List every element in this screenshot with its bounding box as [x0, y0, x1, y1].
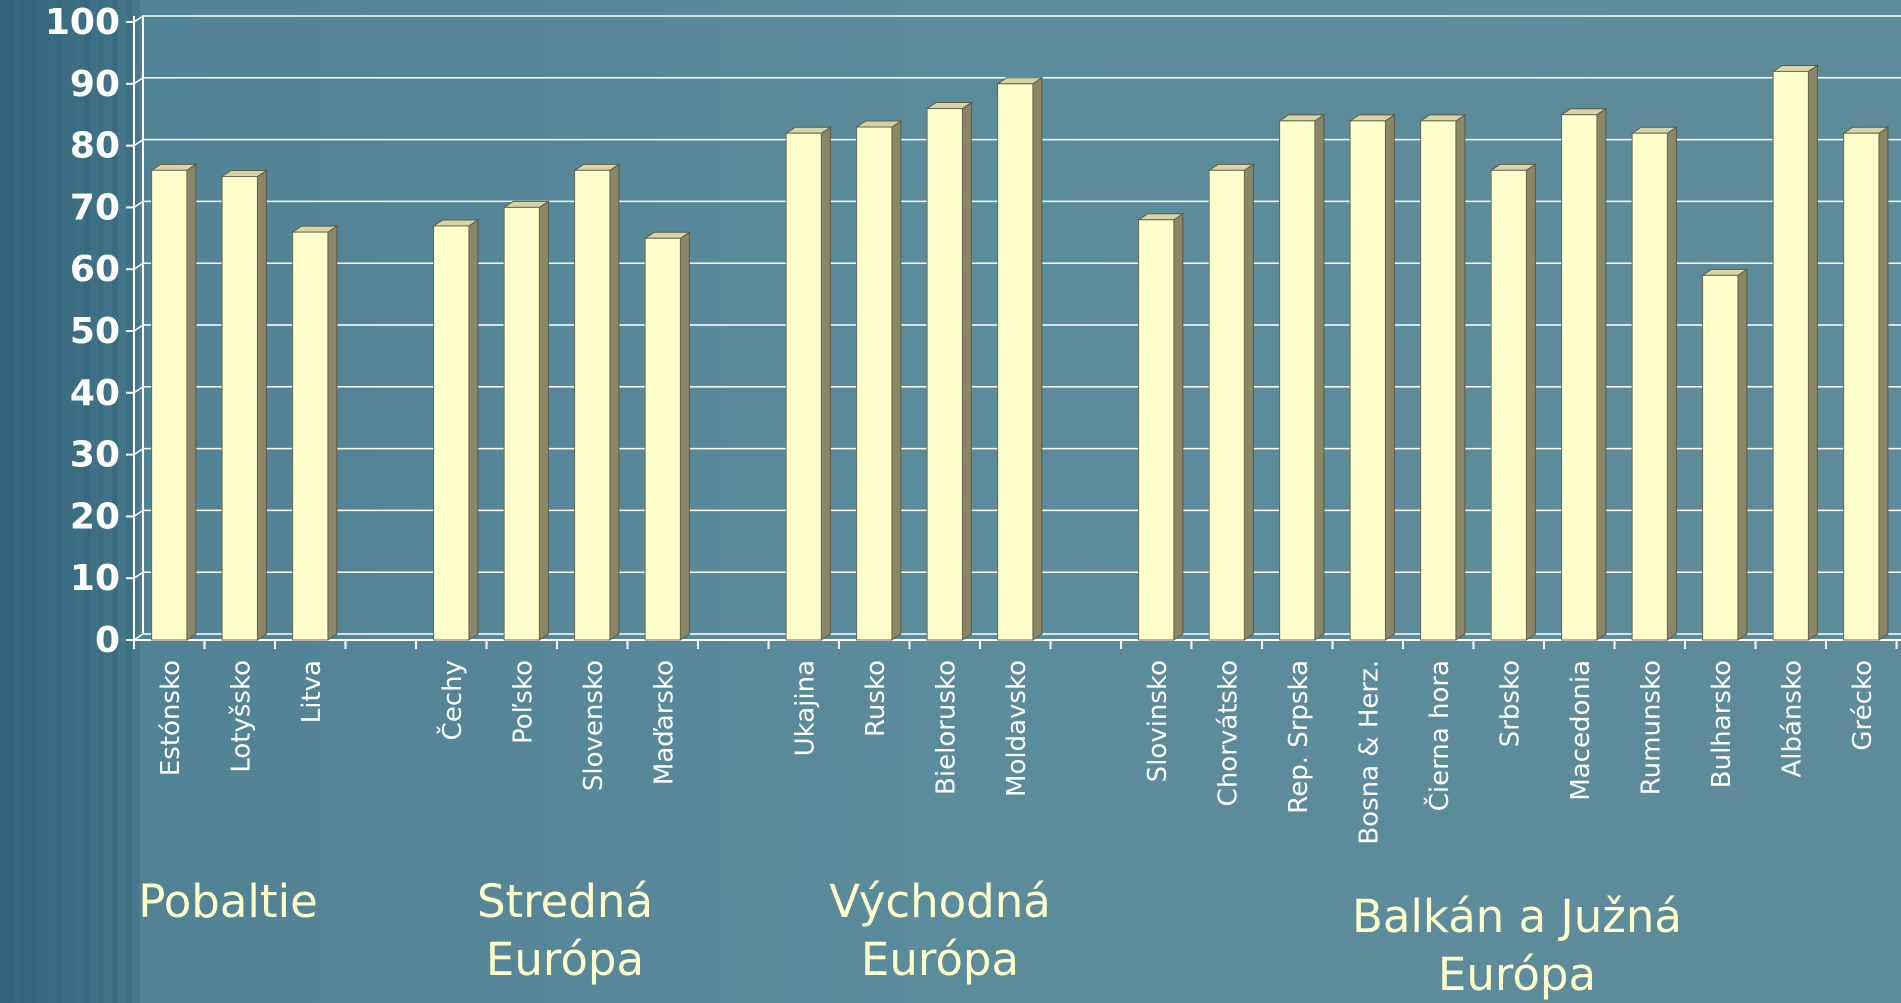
y-tick-label: 50: [70, 311, 120, 352]
x-tick-label: Litva: [297, 660, 327, 723]
bar-side: [820, 126, 831, 641]
bar: [433, 225, 470, 641]
group-label: Európa: [486, 933, 644, 986]
bar: [1279, 120, 1316, 641]
bar-side: [679, 231, 690, 641]
y-tick-label: 0: [95, 620, 120, 661]
x-tick-label: Srbsko: [1495, 660, 1525, 747]
stripe: [112, 0, 118, 1003]
grid-line: [133, 77, 1901, 85]
bar-side: [609, 163, 620, 641]
bar-side: [961, 101, 972, 641]
bar: [997, 83, 1034, 641]
bar: [1490, 169, 1527, 641]
x-tick-label: Bielorusko: [931, 660, 961, 795]
x-tick-label: Estónsko: [156, 660, 186, 776]
bar: [856, 126, 893, 641]
bar: [221, 176, 258, 641]
stripe: [14, 0, 20, 1003]
x-tick-label: Lotyšsko: [226, 660, 256, 773]
x-tick-label: Rusko: [861, 660, 891, 737]
bar: [1138, 219, 1175, 641]
y-tick-label: 100: [45, 2, 120, 43]
group-label: Stredná: [477, 875, 653, 928]
group-label: Východná: [829, 875, 1051, 928]
bar-side: [1455, 113, 1466, 641]
bar: [644, 237, 681, 641]
grid-line: [133, 15, 1901, 23]
bar-side: [1314, 113, 1325, 641]
bar-side: [1807, 64, 1818, 641]
group-label: Európa: [861, 933, 1019, 986]
bar: [1843, 132, 1880, 641]
stripe: [70, 0, 76, 1003]
stripe: [98, 0, 104, 1003]
x-tick-label: Slovensko: [579, 660, 609, 791]
y-tick-label: 30: [70, 435, 120, 476]
x-tick-label: Macedonia: [1566, 660, 1596, 801]
x-tick-label: Bosna & Herz.: [1354, 660, 1384, 845]
bar-side: [186, 163, 197, 641]
bar-side: [538, 200, 549, 641]
bar-side: [1173, 212, 1184, 641]
bar: [1702, 274, 1739, 641]
bar-side: [1596, 107, 1607, 641]
y-tick-label: 70: [70, 187, 120, 228]
bar-side: [1243, 163, 1254, 641]
y-tick-label: 40: [70, 373, 120, 414]
bar: [151, 169, 188, 641]
bar-side: [1878, 126, 1889, 641]
bar: [785, 132, 822, 641]
x-tick-label: Ukajina: [790, 660, 820, 756]
y-tick-label: 80: [70, 126, 120, 167]
x-tick-label: Chorvátsko: [1213, 660, 1243, 806]
bar-side: [1384, 113, 1395, 641]
stripe: [56, 0, 62, 1003]
bar: [1349, 120, 1386, 641]
bar: [1561, 114, 1598, 641]
bar-side: [327, 225, 338, 641]
bar-side: [1525, 163, 1536, 641]
y-tick-label: 90: [70, 64, 120, 105]
x-tick-label: Maďarsko: [649, 660, 679, 785]
x-tick-label: Čechy: [436, 660, 468, 740]
stripes: [0, 0, 132, 1003]
bar-side: [256, 169, 267, 641]
group-label: Balkán a Južná: [1352, 890, 1682, 943]
bar: [1631, 132, 1668, 641]
group-label: Európa: [1438, 948, 1596, 1001]
bar-side: [891, 120, 902, 641]
bar-side: [468, 219, 479, 641]
x-tick-label: Rumunsko: [1636, 660, 1666, 795]
group-label: Pobaltie: [138, 875, 318, 928]
x-tick-label: Čierna hora: [1423, 660, 1455, 811]
bar: [503, 206, 540, 641]
bar: [1420, 120, 1457, 641]
y-tick-label: 10: [70, 558, 120, 599]
bar-side: [1737, 268, 1748, 641]
stripe: [42, 0, 48, 1003]
x-tick-label: Poľsko: [508, 660, 538, 744]
x-tick-label: Grécko: [1848, 660, 1878, 751]
bar: [1772, 70, 1809, 641]
y-tick-label: 60: [70, 249, 120, 290]
x-tick-label: Slovinsko: [1143, 660, 1173, 782]
x-tick-label: Rep. Srpska: [1284, 660, 1314, 814]
y-tick-label: 20: [70, 496, 120, 537]
stripe: [0, 0, 6, 1003]
stripe: [28, 0, 34, 1003]
bar: [574, 169, 611, 641]
bar: [1208, 169, 1245, 641]
bar: [292, 231, 329, 641]
bar-side: [1666, 126, 1677, 641]
stripe: [84, 0, 90, 1003]
stripe: [126, 0, 132, 1003]
x-tick-label: Bulharsko: [1707, 660, 1737, 788]
bar: [926, 108, 963, 641]
x-tick-label: Albánsko: [1777, 660, 1807, 778]
x-tick-label: Moldavsko: [1002, 660, 1032, 797]
bar-side: [1032, 76, 1043, 641]
